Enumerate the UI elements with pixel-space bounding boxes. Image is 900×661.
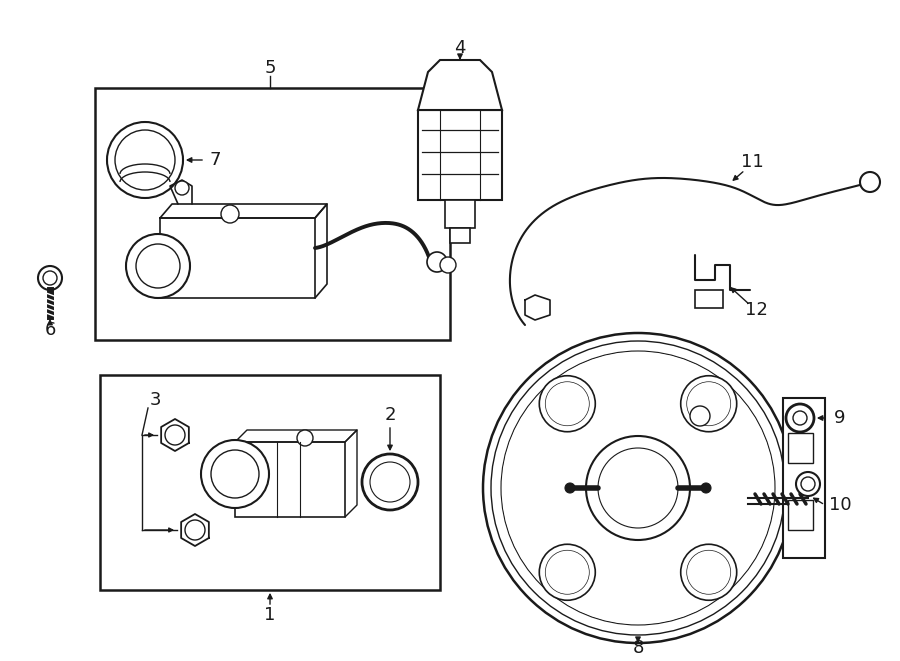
Circle shape <box>687 382 731 426</box>
Circle shape <box>136 244 180 288</box>
Circle shape <box>545 382 590 426</box>
Circle shape <box>680 544 737 600</box>
Text: 4: 4 <box>454 39 466 57</box>
Bar <box>160 218 315 298</box>
Bar <box>450 228 470 243</box>
Circle shape <box>793 411 807 425</box>
Bar <box>788 433 813 463</box>
Circle shape <box>370 462 410 502</box>
Bar <box>235 442 345 517</box>
Text: 12: 12 <box>744 301 768 319</box>
Circle shape <box>801 477 815 491</box>
Circle shape <box>539 544 595 600</box>
Circle shape <box>501 351 775 625</box>
Circle shape <box>440 257 456 273</box>
Text: 8: 8 <box>633 639 643 657</box>
Text: 5: 5 <box>265 59 275 77</box>
Bar <box>695 290 723 308</box>
Circle shape <box>548 398 728 578</box>
Circle shape <box>502 352 774 624</box>
Circle shape <box>796 472 820 496</box>
Circle shape <box>165 425 185 445</box>
Circle shape <box>427 252 447 272</box>
Circle shape <box>860 172 880 192</box>
Bar <box>100 375 440 590</box>
Circle shape <box>545 550 590 594</box>
Circle shape <box>687 550 731 594</box>
Circle shape <box>201 440 269 508</box>
Circle shape <box>598 448 678 528</box>
Circle shape <box>43 271 57 285</box>
Text: 11: 11 <box>741 153 763 171</box>
Bar <box>788 500 813 530</box>
Circle shape <box>786 404 814 432</box>
Text: 10: 10 <box>829 496 851 514</box>
Circle shape <box>221 205 239 223</box>
Text: 3: 3 <box>149 391 161 409</box>
Text: 7: 7 <box>209 151 220 169</box>
Circle shape <box>565 483 575 493</box>
Circle shape <box>126 234 190 298</box>
Circle shape <box>185 520 205 540</box>
Circle shape <box>297 430 313 446</box>
Circle shape <box>115 130 175 190</box>
Text: 9: 9 <box>834 409 846 427</box>
Text: 6: 6 <box>44 321 56 339</box>
Text: 1: 1 <box>265 606 275 624</box>
Circle shape <box>362 454 418 510</box>
Bar <box>445 200 475 228</box>
Circle shape <box>680 375 737 432</box>
Text: 2: 2 <box>384 406 396 424</box>
Bar <box>783 398 825 558</box>
Circle shape <box>690 406 710 426</box>
Circle shape <box>38 266 62 290</box>
Circle shape <box>539 375 595 432</box>
Circle shape <box>107 122 183 198</box>
Circle shape <box>538 388 738 588</box>
Circle shape <box>586 436 690 540</box>
Bar <box>418 110 502 200</box>
Polygon shape <box>418 60 502 110</box>
Circle shape <box>491 341 785 635</box>
Circle shape <box>175 181 189 195</box>
Circle shape <box>211 450 259 498</box>
Circle shape <box>701 483 711 493</box>
Circle shape <box>483 333 793 643</box>
Bar <box>95 88 450 340</box>
